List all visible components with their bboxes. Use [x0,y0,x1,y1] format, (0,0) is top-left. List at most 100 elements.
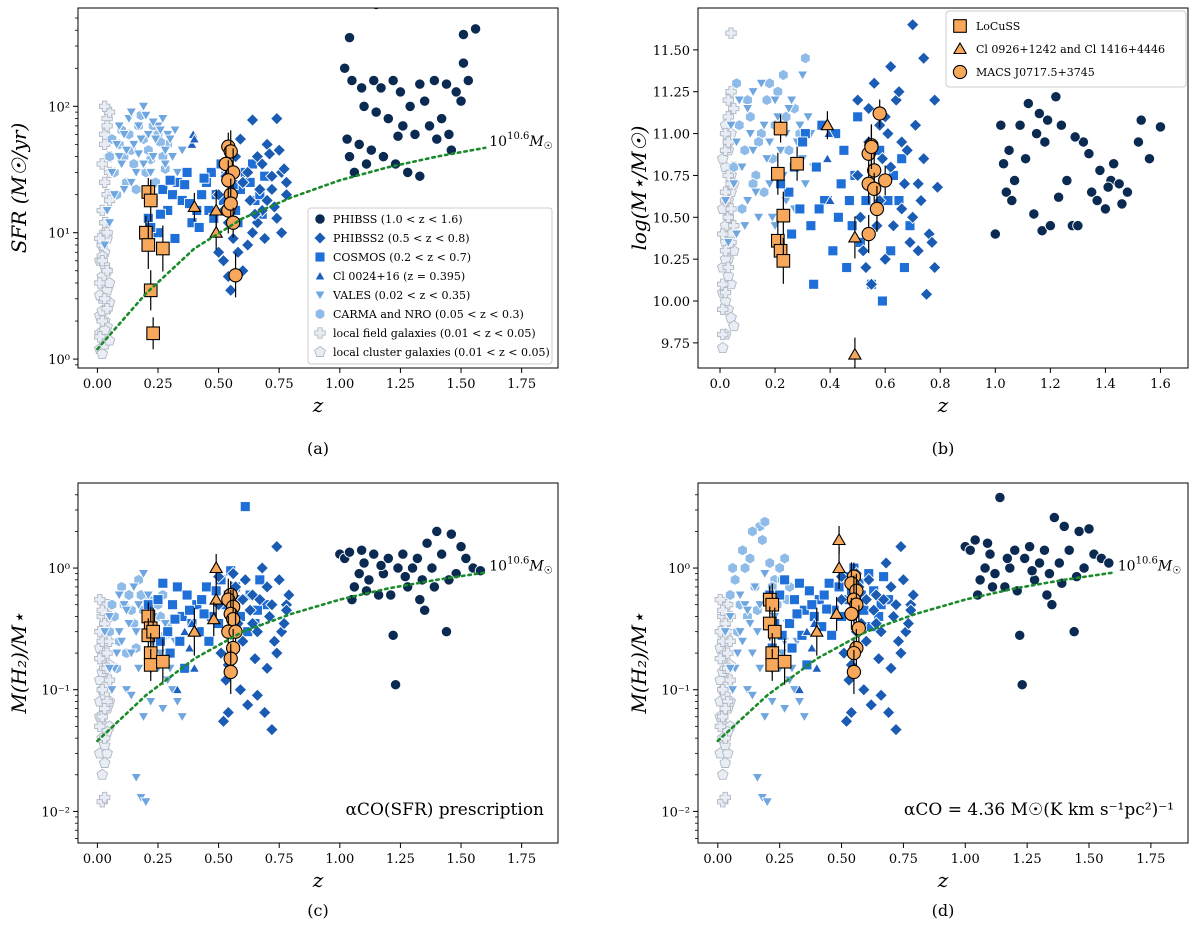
point-carma [774,561,785,575]
point-phibss [406,562,419,574]
point-phibss2 [905,210,920,225]
point-cosmos [878,571,890,583]
point-vales [127,139,140,151]
point-phibss [1044,220,1057,232]
point-macs [844,606,859,622]
point-carma [753,135,764,149]
point-cl0926 [209,560,224,574]
point-locuss [790,156,804,171]
point-cl0926 [187,199,202,212]
point-carma [739,144,751,157]
point-phibss [355,544,368,556]
point-phibss [397,548,409,560]
point-field [724,635,736,647]
point-phibss [385,589,397,601]
point-field [722,599,734,611]
point-cluster [716,768,729,780]
curve-label-base: 10 [1118,558,1136,574]
point-phibss2 [233,132,248,146]
point-vales [171,697,184,708]
point-phibss [426,562,438,574]
point-cosmos [823,577,835,589]
point-carma [744,552,756,565]
panel-d: 1010.6M☉ 0.00 0.25 0.50 0.75 1.00 1.25 1.50 1.75… [627,482,1189,920]
series-phibss2 [834,539,921,737]
point-cl0926 [847,230,862,243]
point-cosmos [154,635,166,647]
legend-marker-cl0926 [952,41,968,55]
panel-caption: (b) [932,439,955,458]
point-carma [731,77,742,90]
legend-label-macs: MACS J0717.5+3745 [976,66,1095,79]
point-phibss [1041,589,1053,601]
point-phibss [1033,557,1046,569]
x-tick-label: 1.00 [951,852,980,867]
point-vales [741,196,754,207]
y-tick-label: 10⁰ [668,562,690,577]
point-phibss [382,552,394,565]
point-phibss2 [240,165,255,180]
point-phibss2 [245,225,260,240]
point-phibss [1016,679,1028,691]
point-carma [779,552,790,565]
point-vales [744,129,757,140]
point-phibss2 [889,597,903,612]
point-vales [766,212,779,224]
point-phibss2 [257,705,272,720]
series-phibss [334,525,487,691]
point-phibss [363,574,375,586]
point-field [719,287,732,299]
point-phibss2 [235,175,250,190]
point-phibss2 [265,182,279,197]
point-carma [783,144,795,157]
point-vales [726,685,739,696]
point-cl0024 [178,626,191,637]
y-axis-label: M(H₂)/M⋆ [627,612,651,714]
point-phibss [394,86,407,98]
point-phibss2 [274,225,289,240]
curve-label-exp: 10.6 [1136,555,1158,566]
point-phibss [440,78,453,90]
point-vales [101,206,114,217]
point-phibss2 [240,238,255,252]
point-vales [778,704,791,715]
axes-frame [77,7,559,369]
point-cosmos [852,111,864,123]
point-phibss [984,548,996,560]
curve-label-unit: M [528,558,544,574]
point-field [725,86,737,98]
y-tick-label: 11.25 [653,86,690,101]
point-cl0926 [206,612,221,625]
point-vales [137,569,150,580]
point-phibss2 [255,157,270,171]
point-vales [125,177,138,189]
point-carma [758,186,770,199]
point-phibss [414,78,426,90]
point-phibss [981,537,994,549]
point-phibss [1154,121,1167,133]
point-vales [734,590,747,601]
x-tick-label: 1.25 [386,377,415,392]
series-carma [728,52,811,216]
point-cosmos [157,183,169,195]
point-phibss [399,570,411,583]
point-vales [125,648,138,659]
series-locuss [770,114,804,284]
point-macs [878,173,893,188]
legend-marker-macs [952,64,968,80]
point-phibss [1004,562,1016,574]
point-macs [869,201,885,217]
x-tick-label: 0.0 [710,377,731,392]
point-field [717,711,729,723]
point-vales [120,685,133,696]
mass-curve [96,571,487,743]
x-axis-label: z [312,868,324,892]
point-field [714,720,726,733]
point-phibss2 [866,603,881,618]
point-phibss [1006,194,1018,207]
point-cl0926 [187,624,202,637]
legend-box [307,207,553,365]
x-tick-label: 1.00 [325,377,354,392]
point-phibss2 [277,162,291,176]
point-vales [763,179,776,190]
